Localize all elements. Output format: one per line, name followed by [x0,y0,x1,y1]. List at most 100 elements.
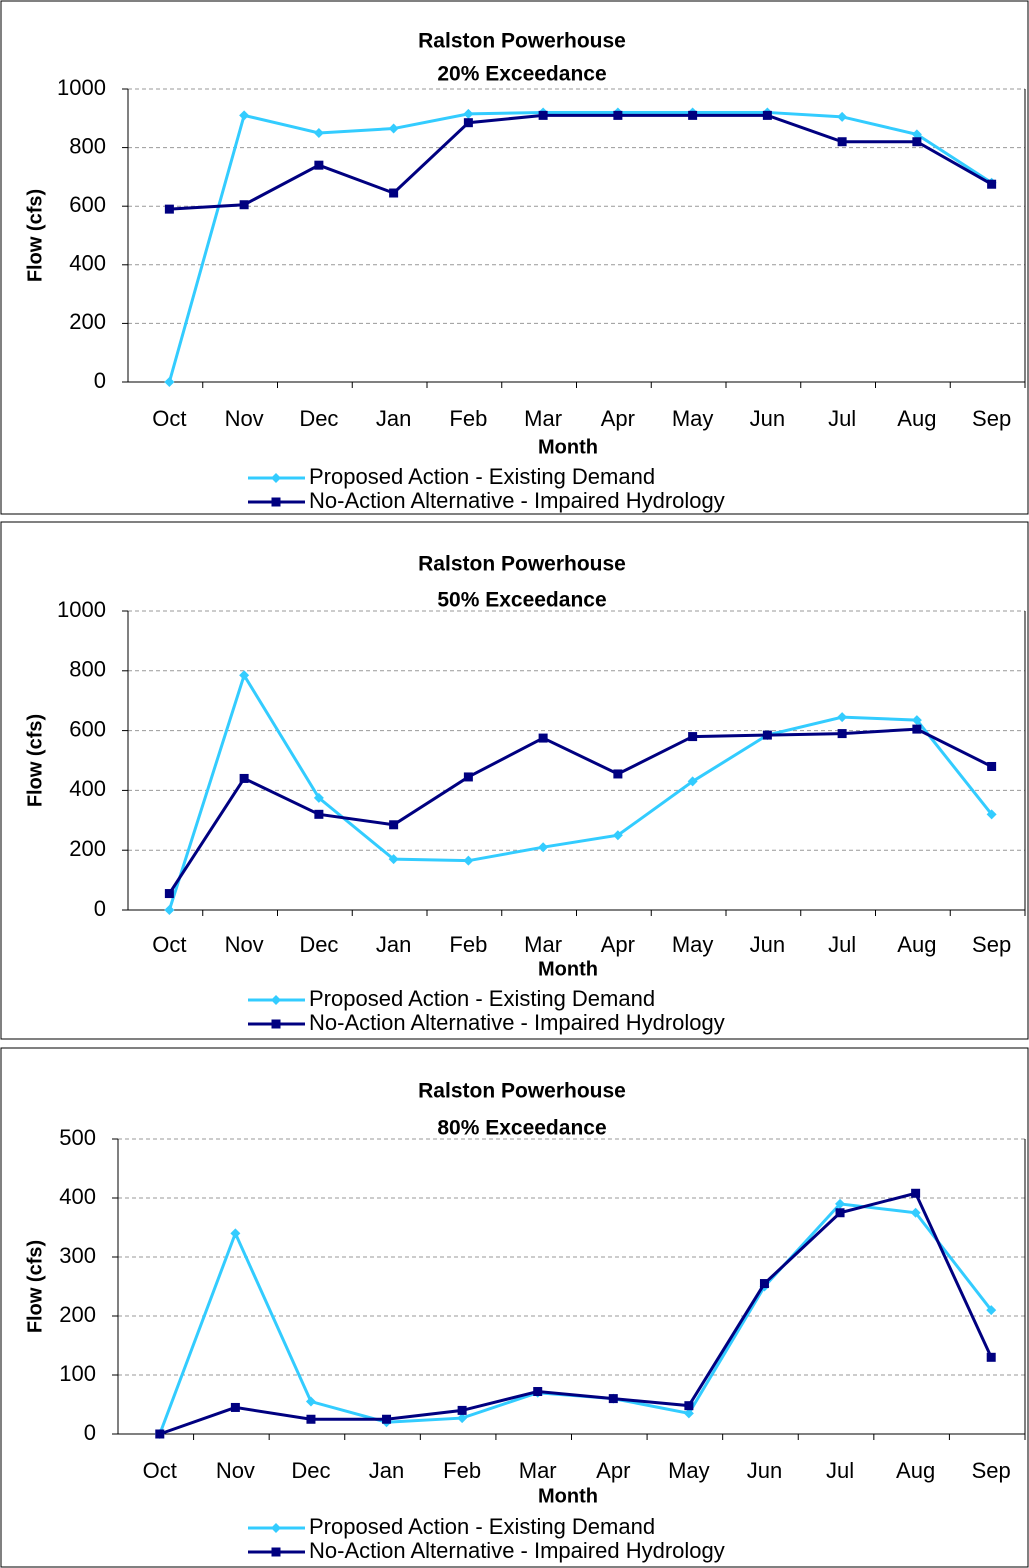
legend-label: Proposed Action - Existing Demand [309,464,655,489]
legend-marker [271,995,281,1005]
legend-label: Proposed Action - Existing Demand [309,986,655,1011]
x-axis-title: Month [538,436,598,458]
marker [835,1208,845,1218]
y-axis-title: Flow (cfs) [24,189,46,282]
marker [986,1352,996,1362]
series-line [159,1191,993,1436]
marker [239,110,250,121]
y-tick-label: 1000 [57,597,106,622]
x-tick-label: Dec [299,932,338,957]
x-axis-title: Month [538,1485,598,1507]
legend-label: No-Action Alternative - Impaired Hydrolo… [309,488,725,513]
x-tick-label: Oct [152,932,186,957]
marker [608,1394,618,1404]
y-axis-title: Flow (cfs) [24,1240,46,1333]
x-tick-label: Mar [519,1458,557,1483]
marker [239,200,249,210]
marker [986,809,997,820]
legend-marker [271,473,281,483]
marker [463,772,473,782]
chart-frame [0,1047,1029,1568]
marker [538,733,548,743]
marker [164,377,175,387]
marker [389,188,399,198]
marker [164,889,174,899]
x-tick-label: Sep [972,406,1011,431]
x-tick-label: Jun [747,1458,782,1483]
y-tick-label: 0 [94,368,106,393]
marker [306,1414,316,1424]
chart: Ralston Powerhouse 0 200 400 600 800 1000 50% E… [0,521,1029,1040]
x-tick-label: Nov [225,932,264,957]
x-tick-label: Jan [376,932,411,957]
x-tick-label: Jul [826,1458,854,1483]
marker [155,1429,165,1439]
series-line [168,727,993,895]
marker [612,830,623,841]
y-axis-title: Flow (cfs) [24,714,46,807]
marker [986,1305,997,1316]
marker [912,724,922,734]
marker [762,730,772,740]
x-tick-label: Aug [896,1458,935,1483]
x-tick-label: Aug [897,932,936,957]
marker [230,1402,240,1412]
chart-subtitle: 20% Exceedance [437,63,606,86]
chart-title: Ralston Powerhouse [418,1080,626,1103]
legend-label: No-Action Alternative - Impaired Hydrolo… [309,1538,725,1563]
y-tick-label: 300 [59,1243,96,1268]
marker [835,1198,846,1209]
legend-label: No-Action Alternative - Impaired Hydrolo… [309,1010,725,1035]
marker [457,1413,468,1424]
marker [305,1396,316,1407]
chart-frame [0,521,1029,1040]
y-tick-label: 800 [69,133,106,158]
marker [463,855,474,866]
x-tick-label: Mar [524,932,562,957]
x-tick-label: Jan [376,406,411,431]
marker [463,108,474,119]
y-tick-label: 200 [69,309,106,334]
x-tick-label: Oct [143,1458,177,1483]
x-tick-label: Sep [972,1458,1011,1483]
marker [762,110,772,120]
marker [164,204,174,214]
marker [837,729,847,739]
chart-subtitle: 50% Exceedance [437,589,606,612]
marker [389,820,399,830]
series-line [158,1202,993,1435]
marker [382,1414,392,1424]
marker [164,905,175,915]
marker [313,792,324,803]
series-line [167,110,993,383]
chart: Ralston Powerhouse 0 100 200 300 400 500 80% Ex… [0,1047,1029,1568]
chart-title: Ralston Powerhouse [418,30,626,53]
marker [613,769,623,779]
legend-marker [271,1547,281,1557]
marker [911,129,922,140]
x-tick-label: Feb [449,406,487,431]
marker [684,1401,694,1411]
marker [230,1228,241,1239]
chart-title: Ralston Powerhouse [418,553,626,576]
y-tick-label: 100 [59,1361,96,1386]
x-tick-label: Jun [750,932,785,957]
legend-marker [271,497,281,507]
x-tick-label: Apr [601,932,635,957]
y-tick-label: 0 [84,1420,96,1445]
x-tick-label: Nov [225,406,264,431]
marker [837,712,848,723]
marker [314,809,324,819]
y-tick-label: 400 [69,251,106,276]
x-tick-label: Oct [152,406,186,431]
legend-marker [271,1019,281,1029]
marker [910,1207,921,1218]
y-tick-label: 400 [59,1184,96,1209]
x-tick-label: Dec [291,1458,330,1483]
marker [912,137,922,147]
x-tick-label: Jul [828,932,856,957]
marker [683,1408,694,1419]
marker [538,110,548,120]
